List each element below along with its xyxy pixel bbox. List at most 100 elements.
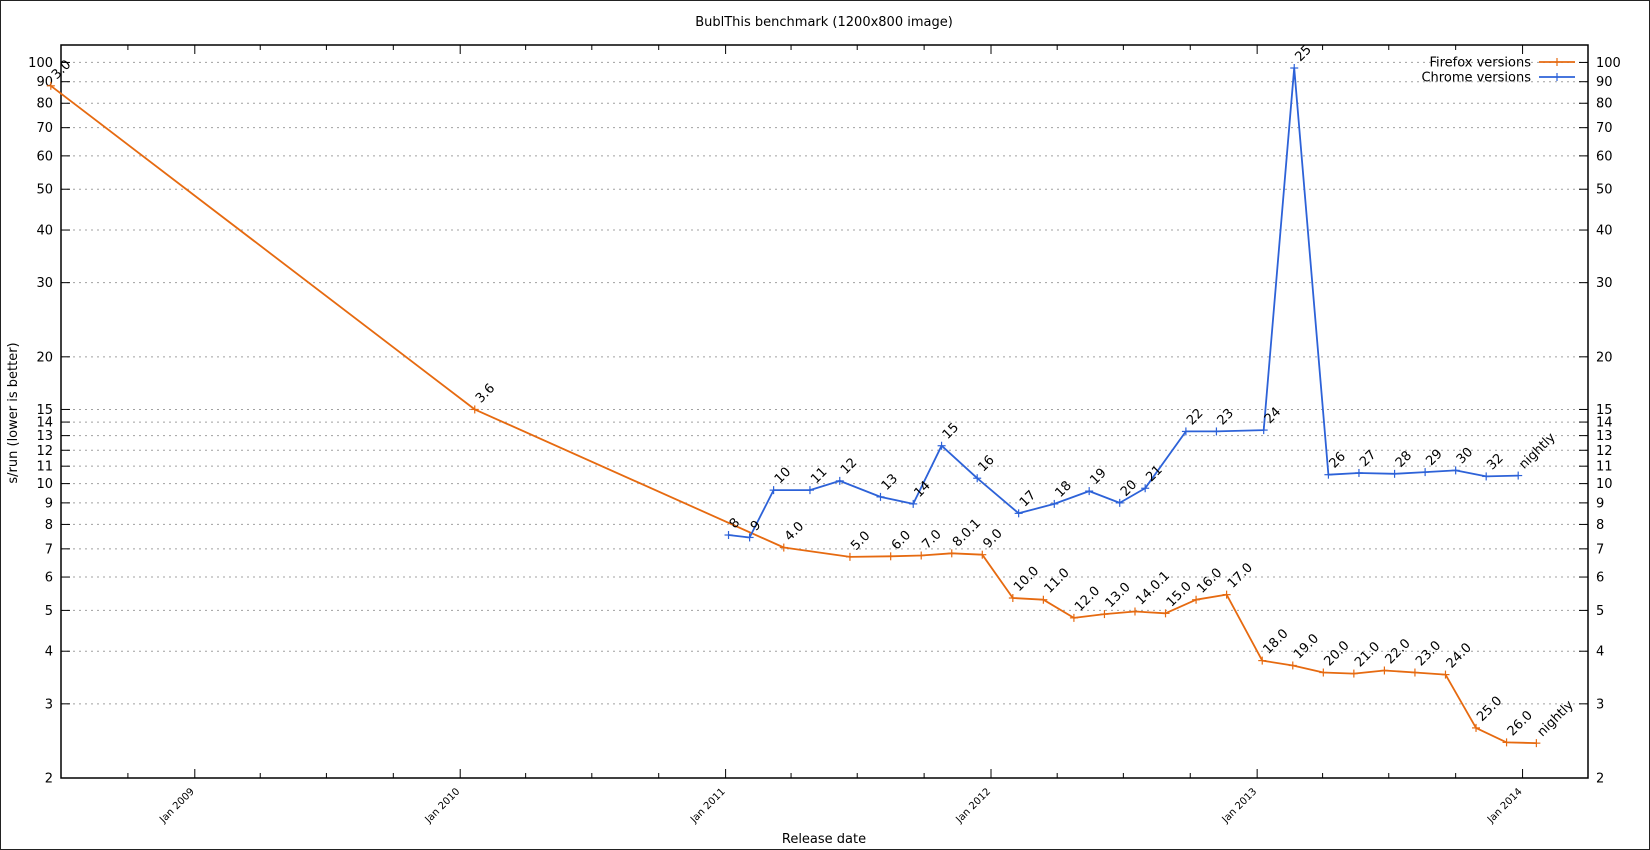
y-tick-label-right: 9 bbox=[1596, 496, 1604, 511]
y-tick-label-right: 14 bbox=[1596, 416, 1613, 431]
point-label: 26.0 bbox=[1505, 708, 1536, 739]
data-point bbox=[1161, 609, 1170, 618]
point-label: 20 bbox=[1118, 477, 1140, 499]
point-label: 7.0 bbox=[919, 527, 944, 552]
data-point bbox=[909, 499, 918, 508]
y-tick-label: 50 bbox=[36, 183, 53, 198]
y-tick-label-right: 3 bbox=[1596, 697, 1604, 712]
data-point bbox=[1192, 595, 1201, 604]
y-tick-label: 10 bbox=[36, 477, 53, 492]
y-tick-label: 3 bbox=[45, 697, 53, 712]
data-point bbox=[769, 486, 778, 495]
point-label: 16 bbox=[975, 453, 997, 475]
point-label: 9.0 bbox=[981, 526, 1006, 551]
data-point bbox=[1115, 498, 1124, 507]
x-tick-label: Jan 2013 bbox=[1220, 786, 1260, 826]
y-tick-label: 8 bbox=[45, 518, 53, 533]
y-tick-label: 70 bbox=[36, 121, 53, 136]
y-tick-label-right: 20 bbox=[1596, 350, 1613, 365]
data-point bbox=[1502, 738, 1511, 747]
point-label: 11.0 bbox=[1042, 565, 1073, 596]
legend-label: Chrome versions bbox=[1421, 71, 1531, 86]
data-point bbox=[1380, 666, 1389, 675]
data-point bbox=[1181, 427, 1190, 436]
point-label: 20.0 bbox=[1322, 638, 1353, 669]
data-point bbox=[845, 552, 854, 561]
y-tick-label: 15 bbox=[36, 403, 53, 418]
data-point bbox=[1141, 484, 1150, 493]
point-label: 4.0 bbox=[782, 519, 807, 544]
data-point bbox=[978, 550, 987, 559]
data-point bbox=[1421, 468, 1430, 477]
data-point bbox=[1324, 470, 1333, 479]
data-point bbox=[1014, 509, 1023, 518]
y-tick-label: 6 bbox=[45, 571, 53, 586]
data-point bbox=[1100, 610, 1109, 619]
y-tick-label-right: 70 bbox=[1596, 121, 1613, 136]
point-label: 10.0 bbox=[1011, 564, 1042, 595]
point-label: 15.0 bbox=[1164, 579, 1195, 610]
y-tick-label-right: 8 bbox=[1596, 518, 1604, 533]
data-point bbox=[1039, 595, 1048, 604]
point-label: 5.0 bbox=[848, 528, 873, 553]
point-label: 15 bbox=[940, 420, 962, 442]
data-point bbox=[1319, 668, 1328, 677]
point-label: 8.0.1 bbox=[950, 516, 984, 550]
y-tick-label-right: 5 bbox=[1596, 604, 1604, 619]
data-point bbox=[1085, 487, 1094, 496]
point-label: 21.0 bbox=[1352, 639, 1383, 670]
data-point bbox=[1258, 656, 1267, 665]
point-label: 13 bbox=[879, 471, 901, 493]
data-point bbox=[46, 81, 55, 90]
data-point bbox=[1222, 590, 1231, 599]
data-point bbox=[1354, 468, 1363, 477]
point-label: 17 bbox=[1017, 488, 1039, 510]
point-label-layer: 3.03.64.0 5.0 6.0 7.0 8.0.19.010.0 11.012.0 13… bbox=[49, 43, 1577, 740]
y-tick-label: 11 bbox=[36, 460, 53, 475]
data-point bbox=[947, 549, 956, 558]
point-label: 32 bbox=[1484, 451, 1506, 473]
data-point bbox=[1514, 471, 1523, 480]
point-label: 25.0 bbox=[1474, 694, 1505, 725]
point-label: 23.0 bbox=[1413, 638, 1444, 669]
data-point bbox=[1532, 739, 1541, 748]
y-tick-label-right: 40 bbox=[1596, 224, 1613, 239]
data-point bbox=[805, 486, 814, 495]
data-point bbox=[937, 441, 946, 450]
data-point bbox=[1259, 426, 1268, 435]
legend-label: Firefox versions bbox=[1429, 56, 1531, 71]
point-label: 18.0 bbox=[1260, 626, 1291, 657]
x-tick-label: Jan 2014 bbox=[1485, 786, 1525, 826]
point-label: 30 bbox=[1454, 445, 1476, 467]
chart-title: BublThis benchmark (1200x800 image) bbox=[695, 15, 953, 30]
point-label: 8 bbox=[727, 515, 743, 531]
y-tick-label-right: 13 bbox=[1596, 429, 1613, 444]
data-point bbox=[1349, 669, 1358, 678]
y-tick-label-right: 11 bbox=[1596, 460, 1613, 475]
y-tick-label-right: 90 bbox=[1596, 75, 1613, 90]
y-tick-label-right: 7 bbox=[1596, 542, 1604, 557]
y-tick-label: 13 bbox=[36, 429, 53, 444]
y-tick-label: 12 bbox=[36, 444, 53, 459]
y-tick-label: 80 bbox=[36, 97, 53, 112]
data-point bbox=[1482, 472, 1491, 481]
y-tick-label: 2 bbox=[45, 772, 53, 787]
y-tick-label: 4 bbox=[45, 645, 53, 660]
data-point bbox=[1130, 607, 1139, 616]
y-tick-label: 30 bbox=[36, 276, 53, 291]
y-tick-label-right: 10 bbox=[1596, 477, 1613, 492]
y-tick-label: 60 bbox=[36, 149, 53, 164]
y-tick-label: 20 bbox=[36, 350, 53, 365]
data-point bbox=[917, 551, 926, 560]
series-line-firefox bbox=[50, 85, 1537, 744]
y-tick-label: 5 bbox=[45, 604, 53, 619]
plot-border bbox=[60, 44, 1589, 779]
x-tick-label: Jan 2009 bbox=[157, 786, 197, 826]
data-point bbox=[835, 476, 844, 485]
point-label: 6.0 bbox=[889, 528, 914, 553]
data-point bbox=[1050, 499, 1059, 508]
point-label: 22.0 bbox=[1383, 636, 1414, 667]
series-layer bbox=[46, 64, 1541, 748]
